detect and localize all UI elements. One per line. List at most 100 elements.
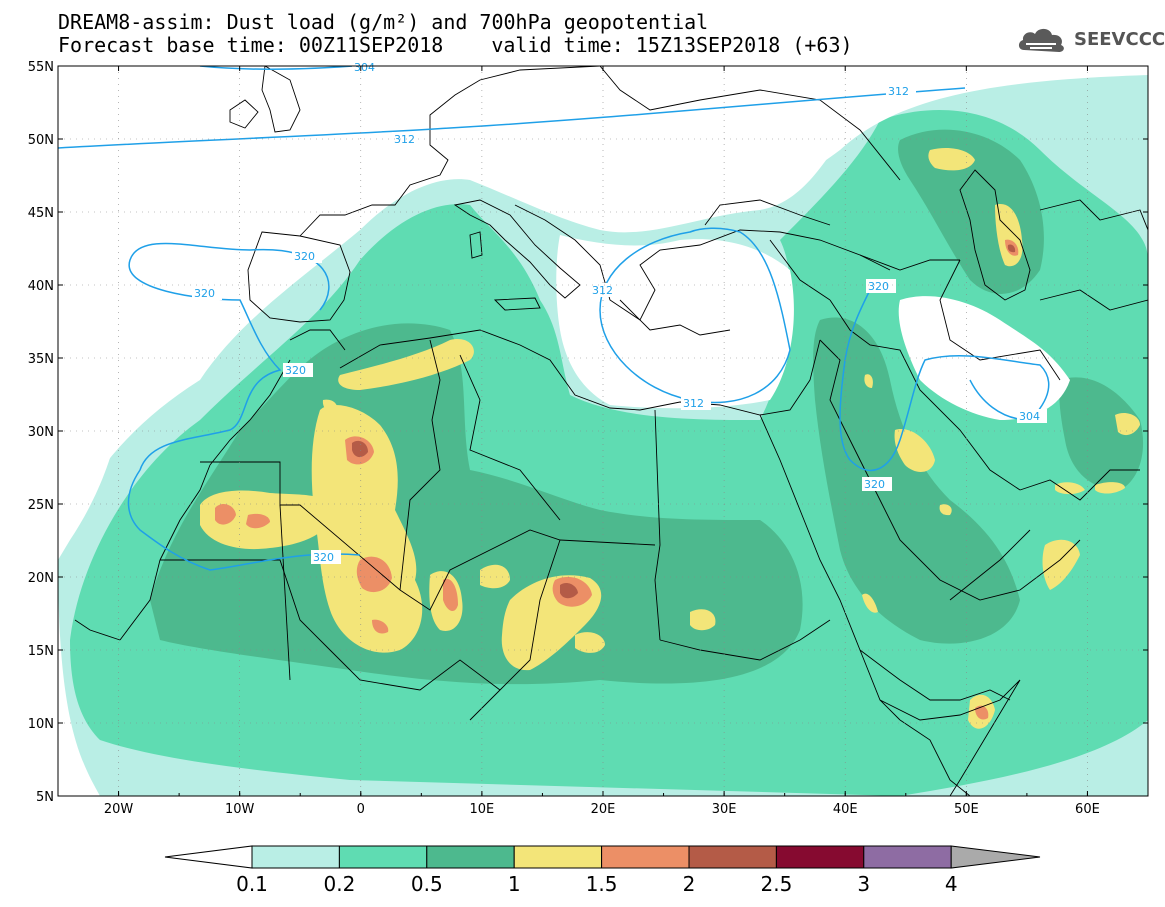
dust-region [150,323,803,685]
contour-label: 320 [311,550,341,564]
dust-region [1007,244,1016,253]
lat-label: 40N [28,279,54,294]
colorbar-bin [513,845,603,869]
colorbar-label: 0.2 [323,872,355,896]
dust-region [215,504,236,525]
colorbar-over-arrow [950,845,1041,869]
colorbar: 0.1 0.2 0.5 1 1.5 2 2.5 3 4 [164,845,1041,896]
contour-label: 320 [862,477,892,491]
map-subtitle: Forecast base time: 00Z11SEP2018 valid ti… [58,34,853,56]
clear-region [556,235,794,409]
dust-region [1115,413,1140,436]
svg-text:312: 312 [683,397,704,410]
lon-label: 30E [712,802,737,817]
contour-label: 320 [866,279,896,293]
lon-label: 10E [470,802,495,817]
logo-text: SEEVCCC [1074,28,1165,50]
svg-text:320: 320 [868,280,889,293]
svg-text:320: 320 [194,287,215,300]
clear-region [58,300,120,560]
map-title: DREAM8-assim: Dust load (g/m²) and 700hP… [58,10,709,34]
coastlines-borders [74,66,1148,796]
valid-time: valid time: 15Z13SEP2018 (+63) [491,33,853,57]
colorbar-label: 1 [508,872,521,896]
colorbar-label: 0.1 [236,872,268,896]
dust-region [813,317,1020,644]
svg-text:320: 320 [313,551,334,564]
dust-region [864,374,873,388]
dust-region [322,399,338,413]
contour-label: 320 [292,249,322,263]
colorbar-under-arrow [164,845,253,869]
lat-label: 35N [28,352,54,367]
svg-text:304: 304 [1019,410,1040,423]
colorbar-label: 4 [945,872,958,896]
lat-label: 55N [28,60,54,75]
clear-region [540,66,1148,228]
dust-region [560,582,578,599]
dust-region [372,619,389,634]
svg-text:312: 312 [394,133,415,146]
dust-region [862,593,878,613]
colorbar-label: 2 [683,872,696,896]
lat-label: 25N [28,498,54,513]
colorbar-label: 2.5 [760,872,792,896]
colorbar-bin [251,845,340,869]
dust-region [246,513,270,529]
lat-label: 5N [36,790,54,805]
contour-label: 320 [192,286,222,300]
dust-region [356,556,392,593]
contour-label: 312 [392,132,422,146]
contour-label: 304 [352,61,382,74]
lat-label: 10N [28,717,54,732]
seevccc-logo: SEEVCCC [1016,23,1165,55]
colorbar-bin [688,845,777,869]
dust-region [311,405,423,653]
dust-region [1095,482,1125,494]
dust-region [939,504,952,516]
dust-region [1059,377,1144,490]
colorbar-bin [338,845,428,869]
dust-region [690,609,716,631]
colorbar-label: 1.5 [586,872,618,896]
clear-region [58,66,600,280]
lat-label: 45N [28,206,54,221]
colorbar-bin [601,845,690,869]
contour-label: 312 [886,84,916,98]
dust-region [338,339,474,390]
lon-label: 50E [954,802,979,817]
svg-text:312: 312 [888,85,909,98]
dust-region [1042,539,1080,590]
lon-label: 60E [1075,802,1100,817]
svg-text:320: 320 [294,250,315,263]
contour-label: 312 [681,396,711,410]
dust-region [352,440,368,458]
geopotential-labels: 312 312 320 320 312 312 320 320 320 320 … [192,61,1047,564]
colorbar-bin [426,845,515,869]
dust-region [480,564,510,589]
cloud-icon [1018,28,1064,52]
dust-region [1055,482,1085,495]
lat-label: 50N [28,133,54,148]
lat-label: 15N [28,644,54,659]
dust-load-field [58,66,1148,796]
contour-label: 304 [1017,409,1047,423]
lat-label: 30N [28,425,54,440]
colorbar-bin [775,845,865,869]
contour-label: 312 [590,283,620,297]
colorbar-bin [863,845,952,869]
lon-label: 40E [833,802,858,817]
contour-label: 320 [283,363,313,377]
dust-region [894,429,935,472]
map-axes: 55N 50N 45N 40N 35N 30N 25N 20N 15N 10N 5N 20W 10W 0 1… [28,60,1149,817]
lat-label: 20N [28,571,54,586]
svg-text:320: 320 [285,364,306,377]
dust-region [575,632,605,653]
lon-label: 0 [357,802,365,817]
svg-text:320: 320 [864,478,885,491]
colorbar-label: 3 [857,872,870,896]
dust-region [975,705,989,720]
svg-text:304: 304 [354,61,375,74]
lon-label: 20E [591,802,616,817]
